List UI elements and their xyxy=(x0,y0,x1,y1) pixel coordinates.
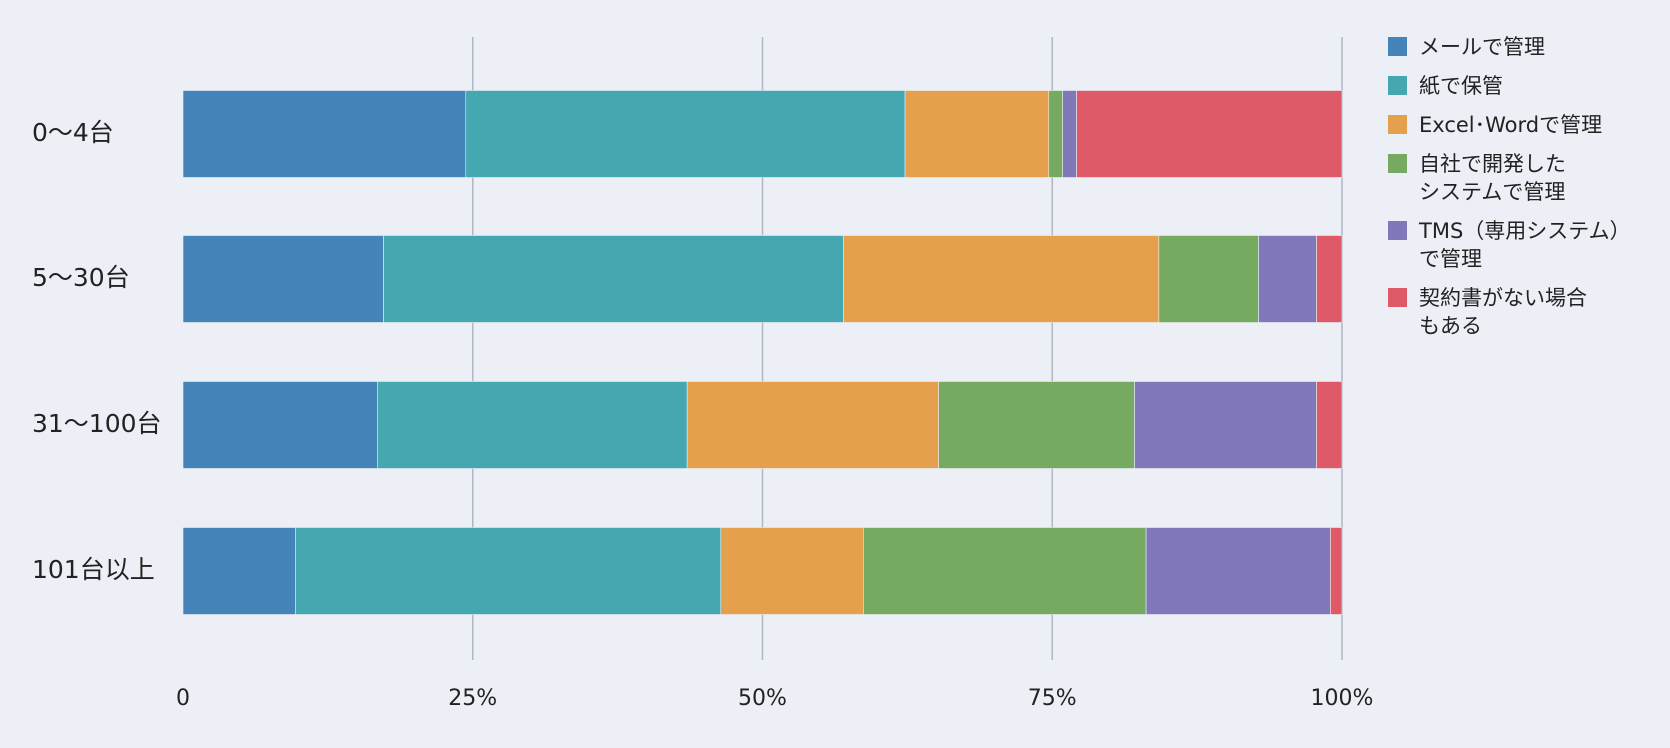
bar-segment xyxy=(1076,90,1343,178)
bar-segment xyxy=(1145,527,1331,615)
x-tick-label: 75% xyxy=(1028,686,1077,711)
bar-segment xyxy=(863,527,1147,615)
legend-entry: TMS（専用システム） で管理 xyxy=(1388,217,1668,273)
bar-segment xyxy=(1048,90,1063,178)
x-tick-label: 50% xyxy=(738,686,787,711)
legend-swatch xyxy=(1388,37,1407,56)
bar-segment xyxy=(465,90,906,178)
x-tick-label: 0 xyxy=(176,686,190,711)
bar-segment xyxy=(843,235,1160,323)
legend-entry: 紙で保管 xyxy=(1388,72,1668,100)
bar-segment xyxy=(904,90,1050,178)
bar-segment xyxy=(182,90,467,178)
bar-segment xyxy=(720,527,864,615)
bar-segment xyxy=(377,381,688,469)
legend-label: Excel･Wordで管理 xyxy=(1419,113,1603,137)
legend-entry: 自社で開発した システムで管理 xyxy=(1388,150,1668,206)
bar-segment xyxy=(182,381,379,469)
x-tick-label: 25% xyxy=(448,686,497,711)
legend-swatch xyxy=(1388,76,1407,95)
bar-segment xyxy=(1062,90,1077,178)
bar-segment xyxy=(1316,235,1343,323)
bar-segment xyxy=(1134,381,1317,469)
bar-segment xyxy=(686,381,939,469)
x-tick-label: 100% xyxy=(1311,686,1374,711)
legend-label: 紙で保管 xyxy=(1419,74,1503,98)
legend-entry: Excel･Wordで管理 xyxy=(1388,111,1668,139)
bar-segment xyxy=(182,235,384,323)
legend-entry: メールで管理 xyxy=(1388,33,1668,61)
bar-segment xyxy=(938,381,1135,469)
category-label: 101台以上 xyxy=(32,555,155,584)
legend: メールで管理 紙で保管 Excel･Wordで管理自社で開発した システムで管理 TM… xyxy=(1388,33,1668,351)
bar-segment xyxy=(295,527,722,615)
legend-swatch xyxy=(1388,288,1407,307)
legend-entry: 契約書がない場合 もある xyxy=(1388,284,1668,340)
bar-segment xyxy=(1316,381,1343,469)
legend-label: 自社で開発した システムで管理 xyxy=(1419,152,1566,204)
category-label: 5～30台 xyxy=(32,263,130,292)
bar-segment xyxy=(1158,235,1259,323)
legend-label: 契約書がない場合 もある xyxy=(1419,286,1587,338)
legend-label: TMS（専用システム） で管理 xyxy=(1419,219,1631,271)
bar-segment xyxy=(182,527,296,615)
legend-swatch xyxy=(1388,221,1407,240)
legend-swatch xyxy=(1388,115,1407,134)
bar-segment xyxy=(1330,527,1343,615)
bar-segment xyxy=(1258,235,1317,323)
category-label: 31～100台 xyxy=(32,409,162,438)
legend-label: メールで管理 xyxy=(1419,35,1545,59)
category-label: 0～4台 xyxy=(32,118,114,147)
legend-swatch xyxy=(1388,154,1407,173)
bar-segment xyxy=(383,235,844,323)
